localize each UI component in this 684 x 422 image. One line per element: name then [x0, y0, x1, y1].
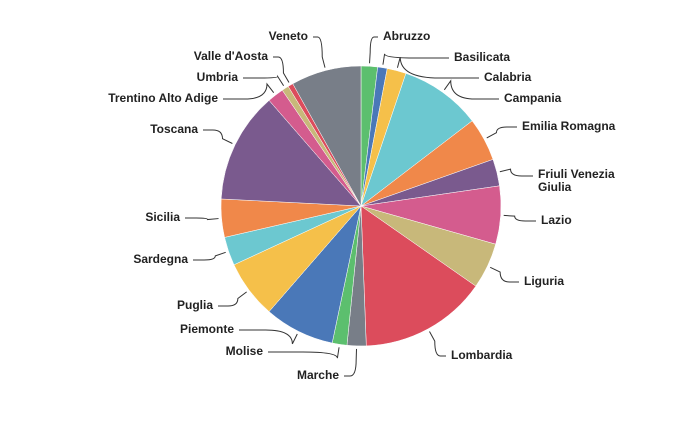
leader-line — [344, 348, 358, 377]
slice-label: Campania — [504, 91, 562, 105]
slice-label: Puglia — [177, 298, 213, 312]
slice-label: Sicilia — [145, 210, 180, 224]
slice-label: Piemonte — [180, 322, 234, 336]
leader-line — [503, 214, 536, 222]
pie-slice — [360, 205, 477, 347]
leader-line — [185, 217, 219, 221]
pie-slice — [292, 65, 362, 207]
slice-label: Lombardia — [451, 348, 513, 362]
slice-label: Valle d'Aosta — [194, 49, 269, 63]
slice-label: Umbria — [197, 70, 239, 84]
leader-line — [443, 79, 499, 100]
slice-label: Veneto — [269, 29, 308, 43]
slice-label: Abruzzo — [383, 29, 430, 43]
slice-label: Lazio — [541, 213, 572, 227]
leader-line — [193, 251, 226, 261]
leader-line — [429, 331, 446, 357]
slice-label: Calabria — [484, 70, 532, 84]
slice-label: Marche — [297, 368, 339, 382]
leader-line — [499, 168, 533, 177]
leader-line — [396, 56, 479, 79]
slice-label: Molise — [226, 344, 264, 358]
leader-line — [313, 36, 326, 68]
leader-line — [489, 266, 519, 283]
leader-line — [268, 347, 340, 359]
slice-label: Emilia Romagna — [522, 119, 616, 133]
leader-line — [243, 74, 285, 87]
slice-label: Trentino Alto Adige — [108, 91, 218, 105]
slice-label: Sardegna — [133, 252, 188, 266]
slice-label: Friuli Venezia Giulia — [538, 168, 615, 194]
pie-slice — [220, 100, 362, 207]
leader-line — [203, 129, 233, 144]
pie-slice — [360, 73, 473, 207]
leader-line — [218, 291, 247, 307]
leader-line — [369, 36, 378, 64]
leader-line — [239, 329, 298, 345]
slice-label: Basilicata — [454, 50, 510, 64]
leader-line — [223, 82, 275, 100]
leader-line — [486, 126, 517, 139]
slice-label-text: Friuli Venezia Giulia — [538, 168, 615, 194]
slice-label: Toscana — [150, 122, 198, 136]
leader-line — [382, 53, 449, 65]
slice-label: Liguria — [524, 274, 564, 288]
leader-line — [273, 56, 290, 83]
